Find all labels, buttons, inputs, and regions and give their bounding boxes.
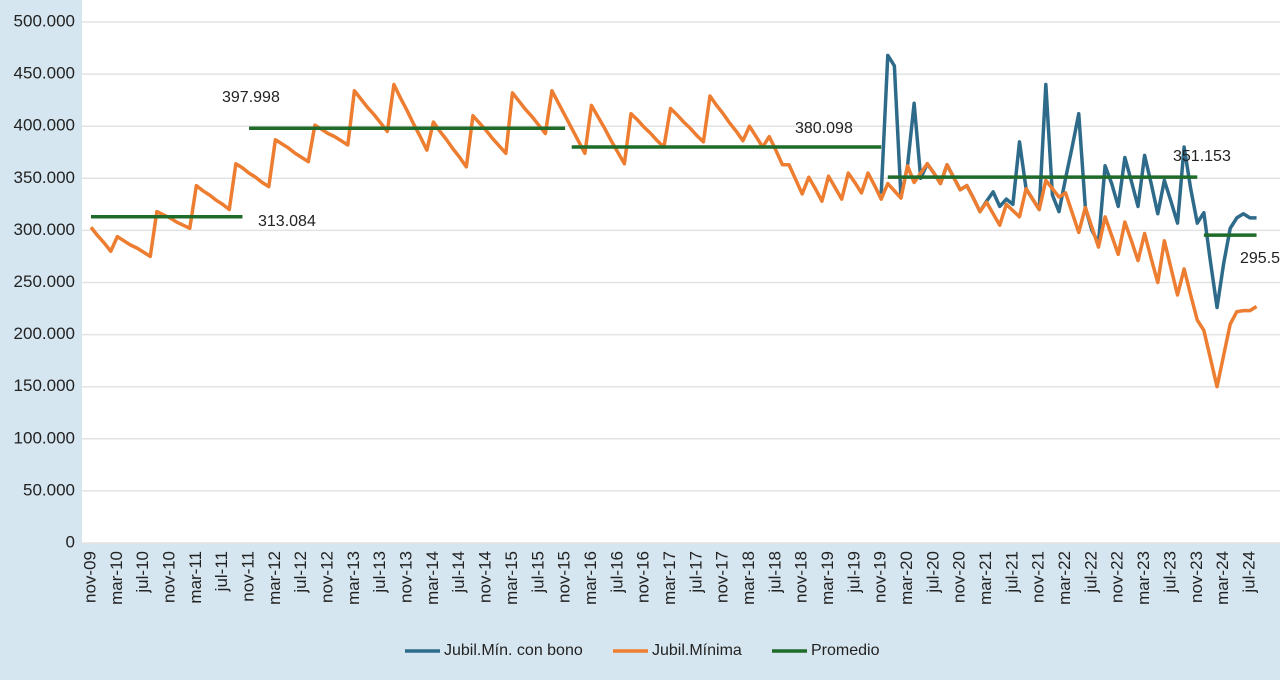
x-tick-label: nov-21 <box>1029 551 1048 603</box>
x-tick-label: jul-16 <box>607 551 626 594</box>
x-tick-label: jul-15 <box>528 551 547 594</box>
x-tick-label: mar-18 <box>739 551 758 605</box>
x-tick-label: jul-10 <box>133 551 152 594</box>
x-tick-label: jul-11 <box>212 551 231 592</box>
lines <box>89 53 1258 389</box>
x-tick-label: mar-14 <box>423 551 442 605</box>
legend-label: Jubil.Mín. con bono <box>444 642 583 659</box>
x-tick-label: jul-12 <box>291 551 310 594</box>
labels: 0 50.000 100.000 150.000 200.000 250.000 300.0… <box>14 11 1280 604</box>
x-tick-label: nov-16 <box>634 551 653 603</box>
average-label: 397.998 <box>222 89 280 106</box>
x-tick-label: mar-24 <box>1213 551 1232 605</box>
x-tick-label: nov-14 <box>476 551 495 603</box>
legend-label: Jubil.Mínima <box>652 642 742 659</box>
legend-label: Promedio <box>811 642 880 659</box>
x-tick-label: nov-09 <box>80 551 99 603</box>
y-tick-label: 350.000 <box>14 168 75 187</box>
average-label: 351.153 <box>1173 148 1231 165</box>
y-tick-label: 150.000 <box>14 376 75 395</box>
y-tick-label: 450.000 <box>14 64 75 83</box>
average-label: 313.084 <box>258 213 316 230</box>
x-tick-label: jul-24 <box>1239 551 1258 594</box>
y-tick-label: 250.000 <box>14 272 75 291</box>
y-tick-label: 500.000 <box>14 11 75 30</box>
x-tick-label: mar-13 <box>344 551 363 605</box>
grid <box>82 21 1280 544</box>
x-tick-label: mar-15 <box>502 551 521 605</box>
x-tick-label: mar-19 <box>818 551 837 605</box>
x-tick-label: nov-10 <box>160 551 179 603</box>
x-tick-label: mar-11 <box>186 551 205 604</box>
plot-area <box>82 0 1280 543</box>
y-tick-label: 50.000 <box>23 480 75 499</box>
legend: Jubil.Mín. con bono Jubil.Mínima Promedio <box>405 642 880 659</box>
x-tick-label: mar-12 <box>265 551 284 605</box>
y-tick-label: 200.000 <box>14 324 75 343</box>
y-tick-label: 0 <box>66 532 75 551</box>
x-tick-label: mar-17 <box>660 551 679 605</box>
y-tick-label: 400.000 <box>14 116 75 135</box>
x-tick-label: nov-15 <box>555 551 574 603</box>
average-label: 295.502 <box>1240 250 1280 267</box>
x-tick-label: mar-10 <box>107 551 126 605</box>
x-tick-label: nov-13 <box>397 551 416 603</box>
x-tick-label: jul-21 <box>1002 551 1021 594</box>
x-tick-label: nov-22 <box>1108 551 1127 603</box>
x-tick-label: mar-23 <box>1134 551 1153 605</box>
x-tick-label: mar-20 <box>897 551 916 605</box>
x-tick-label: jul-19 <box>844 551 863 594</box>
average-label: 380.098 <box>795 120 853 137</box>
x-tick-label: nov-20 <box>950 551 969 603</box>
x-tick-label: nov-19 <box>871 551 890 603</box>
x-tick-label: mar-22 <box>1055 551 1074 605</box>
x-tick-label: mar-21 <box>976 551 995 605</box>
x-tick-label: jul-17 <box>686 551 705 594</box>
series-line <box>89 82 1258 389</box>
x-tick-label: nov-11 <box>239 551 258 602</box>
x-tick-label: jul-18 <box>765 551 784 594</box>
x-tick-label: nov-17 <box>713 551 732 603</box>
x-tick-label: jul-20 <box>923 551 942 594</box>
x-tick-label: jul-14 <box>449 551 468 594</box>
x-tick-label: jul-23 <box>1160 551 1179 594</box>
x-tick-label: nov-23 <box>1187 551 1206 603</box>
x-tick-label: jul-22 <box>1081 551 1100 594</box>
x-tick-label: jul-13 <box>370 551 389 594</box>
x-tick-label: nov-12 <box>318 551 337 603</box>
y-tick-label: 300.000 <box>14 220 75 239</box>
x-tick-label: nov-18 <box>792 551 811 603</box>
y-tick-label: 100.000 <box>14 428 75 447</box>
x-tick-label: mar-16 <box>581 551 600 605</box>
